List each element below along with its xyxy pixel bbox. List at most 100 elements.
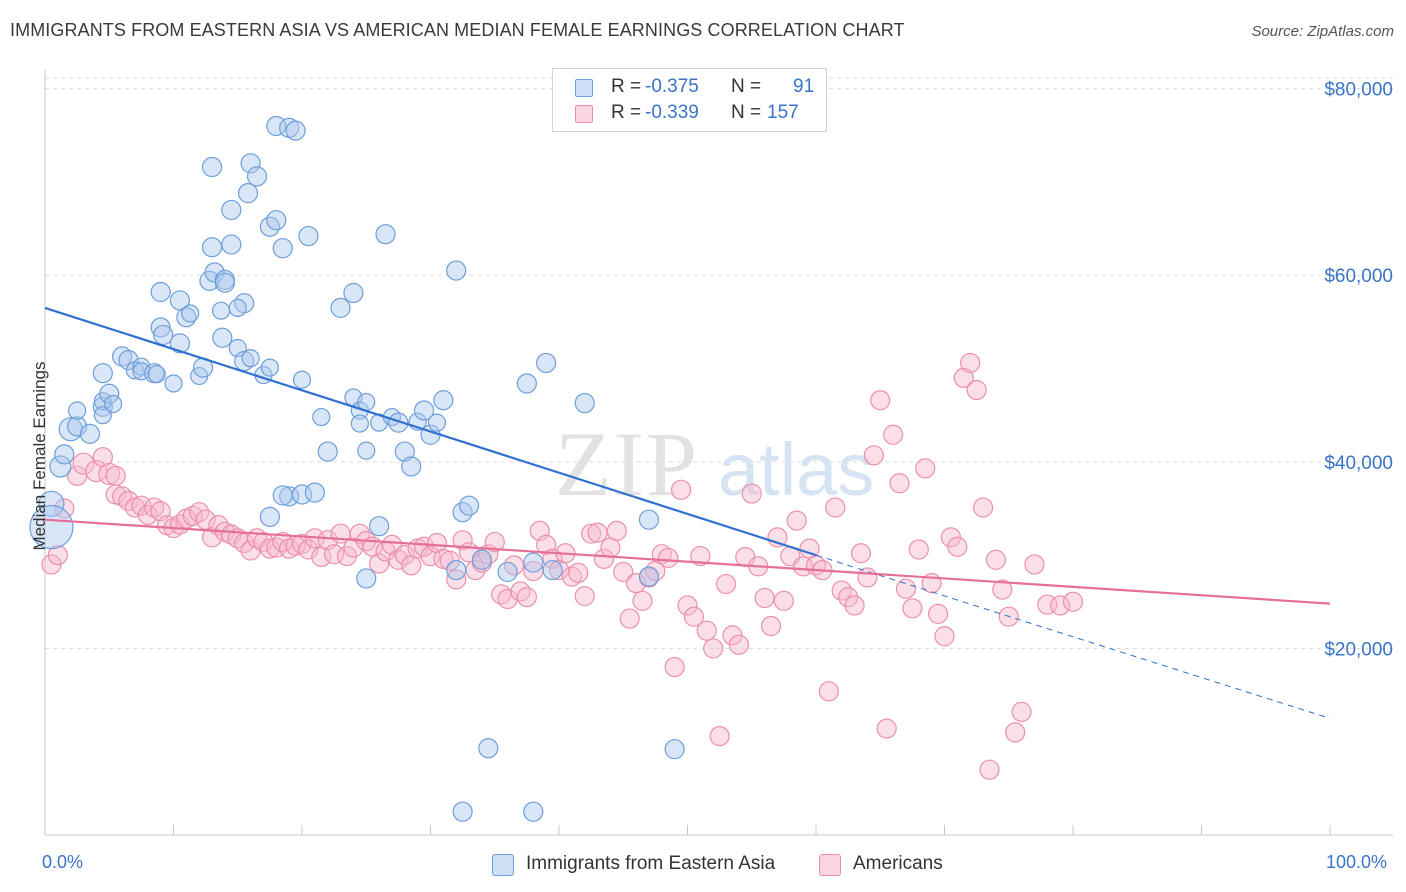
pink-point [1024, 554, 1045, 575]
pink-point [972, 497, 994, 518]
blue-point [452, 801, 473, 822]
legend-r-label: R = [611, 102, 642, 123]
legend-n-label: N = [731, 76, 762, 97]
y-tick-label: $20,000 [1324, 639, 1393, 660]
pink-point [876, 718, 897, 739]
blue-point [285, 120, 306, 141]
blue-point [221, 199, 242, 221]
blue-point [212, 327, 233, 348]
pink-point [825, 497, 846, 518]
blue-point [99, 383, 120, 404]
blue-point [93, 406, 112, 425]
pink-point [857, 567, 878, 588]
pink-point [786, 510, 807, 531]
blue-point [164, 374, 183, 393]
pink-point [895, 578, 917, 599]
pink-point [568, 562, 589, 583]
blue-point [153, 324, 174, 346]
pink-point [1011, 701, 1032, 722]
pink-point [600, 537, 621, 558]
pink-point [452, 530, 473, 551]
pink-trend-line [44, 518, 1331, 605]
blue-point [104, 394, 123, 414]
pink-point [587, 522, 608, 543]
legend-n-value: 91 [793, 76, 815, 97]
pink-point [144, 497, 165, 518]
blue-point [221, 234, 242, 255]
blue-point [343, 282, 364, 304]
blue-point [542, 559, 563, 581]
blue-point [38, 490, 65, 517]
blue-point [394, 441, 415, 462]
pink-point [291, 533, 313, 555]
blue-point [68, 401, 87, 420]
blue-point [357, 441, 376, 460]
pink-point [484, 531, 505, 553]
blue-point [204, 262, 225, 283]
pink-point [979, 759, 1000, 780]
pink-point [870, 390, 891, 411]
blue-point [574, 392, 595, 414]
x-tick-label-max: 100.0% [1326, 852, 1388, 872]
blue-point [388, 412, 409, 433]
pink-point [298, 539, 319, 560]
blue-point [497, 561, 518, 583]
blue-point [350, 414, 369, 433]
pink-point [47, 545, 68, 566]
pink-point [754, 587, 775, 609]
blue-point [292, 370, 312, 389]
blue-point [266, 210, 287, 231]
legend-r-value: -0.339 [645, 102, 699, 123]
bottom-legend-swatch-blue [492, 854, 514, 876]
pink-point [1005, 722, 1026, 743]
pink-point [606, 520, 627, 541]
pink-point [696, 620, 717, 641]
pink-point [677, 595, 698, 616]
y-tick-label: $80,000 [1324, 80, 1393, 101]
pink-point [182, 505, 203, 527]
pink-point [889, 473, 910, 494]
blue-point [304, 482, 325, 503]
blue-trend-line-dashed [815, 554, 1331, 719]
legend-swatch-blue [575, 79, 593, 97]
blue-point [260, 358, 279, 377]
blue-point [259, 506, 280, 527]
pink-point [709, 726, 730, 747]
blue-point [29, 505, 74, 550]
legend-n-label: N = [731, 102, 762, 123]
chart-title: IMMIGRANTS FROM EASTERN ASIA VS AMERICAN… [10, 20, 905, 40]
pink-point [947, 536, 968, 557]
blue-point [181, 304, 200, 323]
pink-point [741, 483, 762, 504]
pink-point [728, 634, 750, 655]
blue-point [664, 739, 685, 760]
blue-point [49, 455, 72, 478]
y-axis-title: Median Female Earnings [30, 361, 49, 551]
y-tick-label: $60,000 [1324, 266, 1393, 287]
pink-point [915, 458, 936, 479]
blue-point [92, 363, 113, 384]
blue-point [150, 281, 171, 303]
blue-point [234, 350, 255, 372]
blue-point [298, 225, 319, 247]
pink-point [613, 561, 634, 583]
pink-point [818, 681, 839, 702]
pink-point [683, 606, 705, 627]
pink-point [908, 539, 929, 560]
legend-n-value: 157 [767, 102, 799, 123]
blue-point [237, 183, 259, 204]
pink-point [92, 447, 113, 468]
pink-point [324, 544, 345, 565]
pink-point [658, 547, 679, 569]
blue-point [147, 365, 166, 384]
pink-point [773, 590, 794, 611]
blue-point [79, 423, 101, 444]
source-label: Source: ZipAtlas.com [1251, 23, 1394, 40]
blue-point [201, 237, 223, 258]
blue-point [246, 166, 268, 187]
blue-point [458, 495, 480, 516]
blue-point [478, 738, 499, 759]
bottom-legend-label-pink: Americans [853, 853, 943, 874]
blue-point [471, 549, 492, 570]
blue-point [446, 260, 467, 281]
